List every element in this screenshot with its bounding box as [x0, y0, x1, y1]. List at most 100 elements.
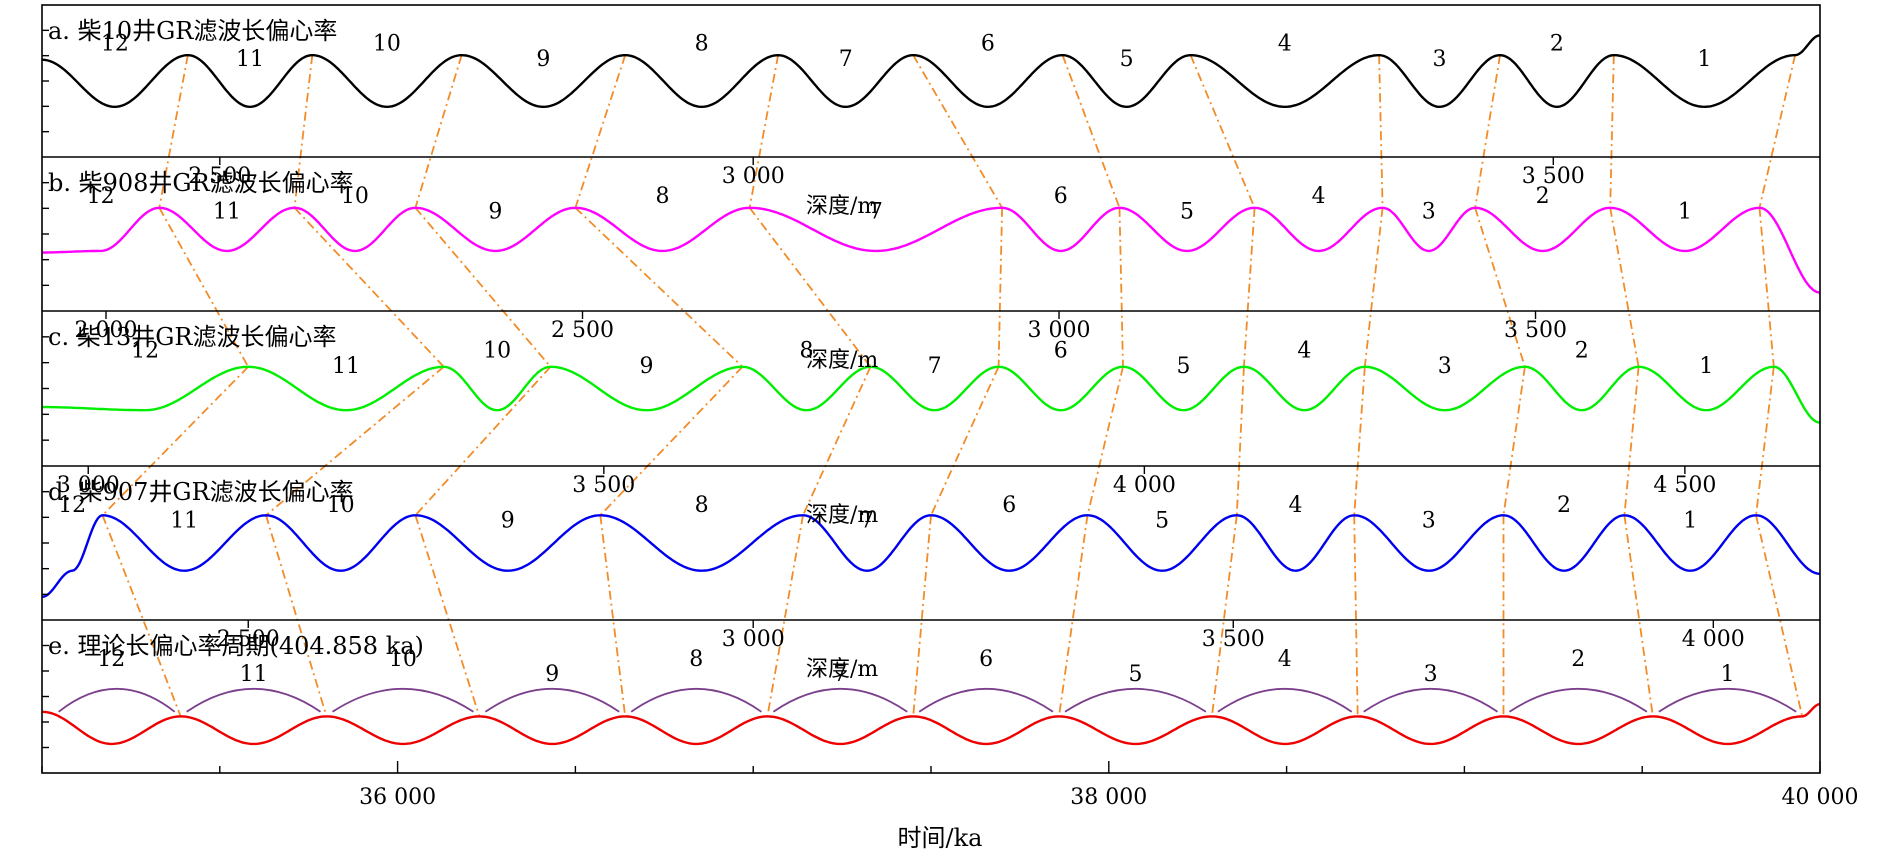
cycle-label-c-8: 8 [800, 339, 814, 364]
cycle-label-d-10: 10 [327, 493, 355, 518]
correlation-line-a-b-6 [912, 54, 1003, 209]
correlation-line-b-c-5 [748, 207, 872, 368]
x-tick-label-38000: 38 000 [1070, 785, 1147, 810]
arch-e-2 [186, 688, 322, 713]
cycle-label-c-9: 9 [640, 354, 654, 379]
correlation-line-a-b-10 [1474, 55, 1501, 208]
frame [41, 4, 1821, 774]
correlation-line-d-e-9 [1353, 515, 1359, 717]
correlation-line-b-c-3 [414, 207, 552, 368]
depth-tick-label-d-3: 4 500 [1653, 473, 1716, 498]
cycle-label-a-6: 6 [981, 32, 995, 57]
depth-tick-label-c-2: 3 000 [1028, 318, 1091, 343]
correlation-line-b-c-7 [1118, 207, 1124, 367]
correlation-line-a-b-1 [158, 55, 189, 208]
panel-title-e: e. 理论长偏心率周期(404.858 ka) [48, 632, 424, 660]
cycle-label-b-2: 2 [1536, 184, 1550, 209]
cycle-label-c-4: 4 [1297, 339, 1311, 364]
correlation-line-d-e-3 [414, 515, 481, 717]
correlation-line-d-e-7 [1058, 515, 1089, 717]
correlation-line-c-d-7 [1086, 366, 1124, 516]
correlation-line-c-d-1 [101, 366, 249, 516]
cycle-label-b-5: 5 [1180, 200, 1194, 225]
curve-e [41, 702, 1821, 746]
correlation-line-b-c-10 [1474, 207, 1526, 368]
panel-title-b: b. 柴908井GR滤波长偏心率 [48, 169, 354, 197]
cycle-label-c-7: 7 [928, 354, 942, 379]
panel-title-a: a. 柴10井GR滤波长偏心率 [48, 17, 337, 45]
cycle-label-e-6: 6 [979, 647, 993, 672]
cycle-label-c-6: 6 [1054, 339, 1068, 364]
correlation-lines [101, 54, 1804, 717]
arch-e-10 [1363, 688, 1499, 713]
curves [41, 34, 1821, 746]
correlation-line-d-e-11 [1623, 515, 1654, 717]
cycle-label-b-10: 10 [341, 184, 369, 209]
x-axis-label: 时间/ka [898, 824, 983, 852]
cycle-label-a-5: 5 [1120, 47, 1134, 72]
depth-tick-label-b-2: 3 500 [1522, 164, 1585, 189]
arch-e-6 [772, 688, 908, 713]
depth-unit-c: 深度/m [806, 348, 878, 373]
cycle-label-a-4: 4 [1278, 32, 1292, 57]
arch-e-1 [58, 687, 176, 713]
cycle-label-c-2: 2 [1575, 339, 1589, 364]
cycle-label-a-8: 8 [695, 32, 709, 57]
cycle-label-c-5: 5 [1177, 354, 1191, 379]
curve-a [41, 34, 1821, 109]
correlation-line-b-c-9 [1363, 207, 1384, 367]
cycle-label-c-1: 1 [1699, 354, 1713, 379]
arch-e-4 [484, 688, 620, 713]
correlation-line-d-e-8 [1211, 515, 1238, 717]
correlation-line-c-d-9 [1353, 366, 1366, 516]
cycle-label-b-4: 4 [1312, 184, 1326, 209]
cycle-label-e-7: 7 [833, 662, 847, 687]
depth-tick-label-d-0: 3 000 [57, 473, 120, 498]
correlation-line-d-e-6 [912, 515, 932, 717]
cycle-label-e-2: 2 [1571, 647, 1585, 672]
depth-tick-label-c-1: 2 500 [551, 318, 614, 343]
correlation-line-d-e-1 [101, 514, 182, 717]
correlation-line-c-d-12 [1755, 366, 1775, 516]
arch-e-7 [918, 688, 1054, 713]
cycle-label-e-5: 5 [1129, 662, 1143, 687]
correlation-line-d-e-12 [1755, 515, 1804, 717]
depth-tick-label-e-2: 3 500 [1202, 627, 1265, 652]
cycle-label-e-1: 1 [1721, 662, 1735, 687]
cycle-label-d-1: 1 [1683, 509, 1697, 534]
arch-e-11 [1509, 688, 1648, 713]
correlation-line-c-d-8 [1235, 366, 1245, 516]
depth-tick-label-e-0: 2 500 [217, 627, 280, 652]
cycle-label-e-8: 8 [689, 647, 703, 672]
depth-tick-label-e-3: 4 000 [1682, 627, 1745, 652]
depth-tick-label-c-3: 3 500 [1504, 318, 1567, 343]
cycle-label-b-1: 1 [1678, 200, 1692, 225]
cycle-label-d-7: 7 [860, 509, 874, 534]
x-tick-label-40000: 40 000 [1782, 785, 1859, 810]
correlation-line-c-d-5 [802, 366, 872, 516]
cycle-label-a-10: 10 [373, 32, 401, 57]
correlation-line-a-b-12 [1758, 54, 1796, 209]
cycle-label-c-11: 11 [332, 354, 360, 379]
cycle-label-a-12: 12 [101, 32, 129, 57]
panel-title-d: d. 柴907井GR滤波长偏心率 [48, 478, 354, 506]
cycle-label-d-9: 9 [501, 509, 515, 534]
cycle-label-d-8: 8 [695, 493, 709, 518]
curve-b [42, 206, 1821, 294]
arch-e-8 [1064, 688, 1207, 713]
correlation-line-a-b-8 [1189, 54, 1256, 209]
cycle-label-d-6: 6 [1002, 493, 1016, 518]
panel-title-c: c. 柴13井GR滤波长偏心率 [48, 323, 336, 351]
cycle-label-e-12: 12 [97, 647, 125, 672]
cycle-label-b-8: 8 [656, 184, 670, 209]
correlation-line-d-e-2 [265, 515, 328, 717]
depth-tick-label-c-0: 2 000 [75, 318, 138, 343]
correlation-line-c-d-6 [930, 366, 1000, 516]
cycle-label-a-1: 1 [1697, 47, 1711, 72]
depth-tick-label-b-0: 2 500 [188, 164, 251, 189]
curve-d [41, 514, 1821, 599]
correlation-line-a-b-4 [574, 54, 627, 209]
cycle-label-c-12: 12 [131, 339, 159, 364]
cycle-label-b-3: 3 [1422, 200, 1436, 225]
